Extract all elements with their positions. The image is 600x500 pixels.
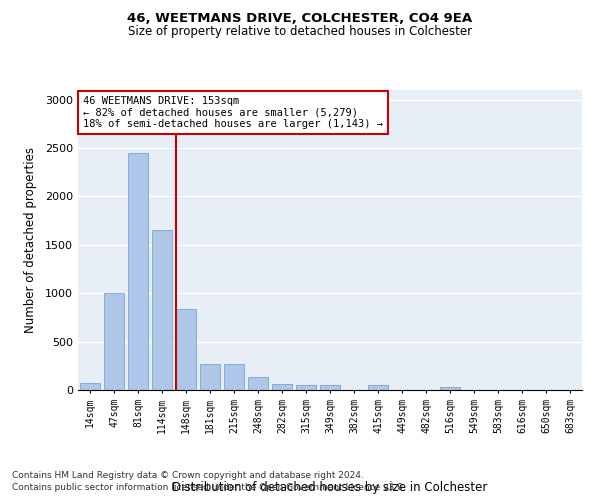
Text: Contains HM Land Registry data © Crown copyright and database right 2024.: Contains HM Land Registry data © Crown c… [12, 471, 364, 480]
Bar [104, 293, 124, 390]
Bar [200, 364, 220, 390]
Bar [176, 308, 196, 390]
Bar [224, 364, 244, 390]
Text: Contains public sector information licensed under the Open Government Licence v3: Contains public sector information licen… [12, 484, 406, 492]
Y-axis label: Number of detached properties: Number of detached properties [23, 147, 37, 333]
Bar [368, 384, 388, 390]
Text: 46 WEETMANS DRIVE: 153sqm
← 82% of detached houses are smaller (5,279)
18% of se: 46 WEETMANS DRIVE: 153sqm ← 82% of detac… [83, 96, 383, 129]
Text: 46, WEETMANS DRIVE, COLCHESTER, CO4 9EA: 46, WEETMANS DRIVE, COLCHESTER, CO4 9EA [127, 12, 473, 26]
Bar [440, 387, 460, 390]
X-axis label: Distribution of detached houses by size in Colchester: Distribution of detached houses by size … [172, 482, 488, 494]
Bar [152, 230, 172, 390]
Bar [128, 153, 148, 390]
Bar [80, 382, 100, 390]
Bar [272, 384, 292, 390]
Text: Size of property relative to detached houses in Colchester: Size of property relative to detached ho… [128, 25, 472, 38]
Bar [248, 378, 268, 390]
Bar [320, 385, 340, 390]
Bar [296, 385, 316, 390]
